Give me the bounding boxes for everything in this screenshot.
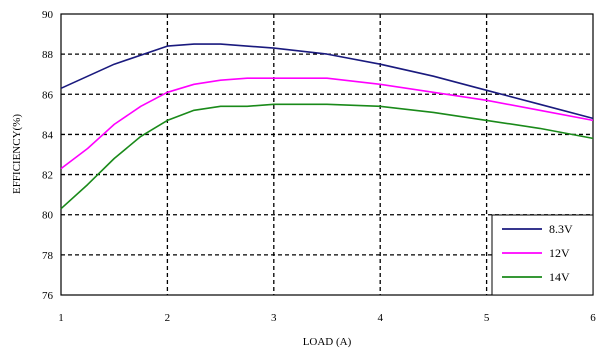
plot-area-frame: [60, 13, 594, 296]
y-tick-label: 84: [42, 129, 54, 141]
axis-ticks: 76 78 80 82 84 86 88 90 1 2 3 4 5 6: [42, 9, 596, 324]
y-tick-label: 78: [42, 250, 54, 262]
x-tick-label: 4: [377, 312, 383, 324]
series-line-14v: [60, 103, 594, 210]
y-tick-label: 80: [42, 210, 54, 222]
y-tick-label: 76: [42, 290, 54, 302]
y-tick-label: 86: [42, 89, 54, 101]
series-line-8-3v: [60, 43, 594, 120]
series-line-12v: [60, 77, 594, 170]
legend: 8.3V 12V 14V: [491, 214, 594, 296]
x-tick-label: 6: [590, 312, 596, 324]
y-tick-label: 90: [42, 9, 54, 21]
x-tick-label: 5: [484, 312, 490, 324]
legend-box: [491, 214, 594, 296]
legend-label-12v: 12V: [549, 246, 570, 260]
legend-label-14v: 14V: [549, 270, 570, 284]
y-tick-label: 82: [42, 170, 53, 182]
series-lines: [60, 43, 594, 210]
legend-label-8-3v: 8.3V: [549, 222, 573, 236]
y-axis-title: EFFICIENCY(%): [11, 114, 23, 194]
x-axis-title: LOAD (A): [303, 336, 352, 348]
x-tick-label: 3: [271, 312, 277, 324]
x-tick-label: 2: [165, 312, 171, 324]
x-tick-label: 1: [58, 312, 64, 324]
y-tick-label: 88: [42, 49, 54, 61]
